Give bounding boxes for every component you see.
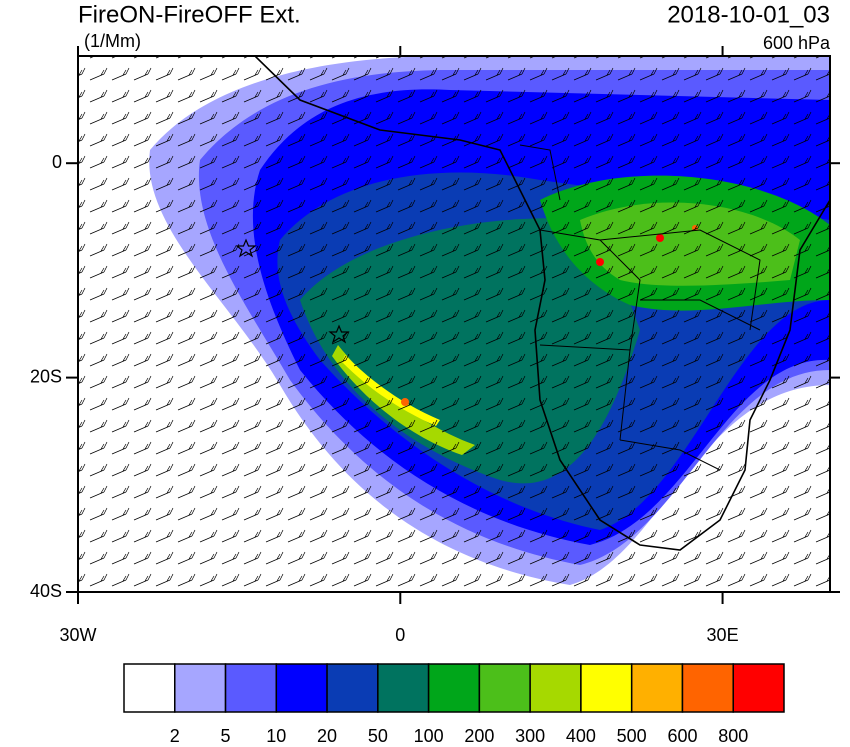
colorbar-label: 20	[317, 726, 337, 746]
colorbar-box	[529, 663, 582, 713]
colorbar-label: 600	[667, 726, 697, 746]
colorbar-box	[681, 663, 734, 713]
y-tick-label: 20S	[30, 366, 62, 386]
colorbar-label: 5	[221, 726, 231, 746]
wind-barbs	[78, 56, 830, 592]
colorbar-box	[326, 663, 379, 713]
colorbar-label: 800	[718, 726, 748, 746]
colorbar-label: 2	[170, 726, 180, 746]
colorbar-box	[123, 663, 176, 713]
borders	[519, 144, 761, 471]
level: 600 hPa	[763, 33, 831, 53]
colorbar-label: 200	[464, 726, 494, 746]
colorbar-label: 300	[515, 726, 545, 746]
colorbar-box	[630, 663, 684, 713]
colorbar-box	[427, 663, 481, 713]
plot-frame	[77, 55, 831, 593]
star-marker	[235, 238, 257, 258]
colorbar-box	[174, 663, 227, 713]
colorbar-box	[377, 663, 430, 713]
colorbar-box	[580, 663, 633, 713]
colorbar-box	[275, 663, 328, 713]
y-tick-label: 0	[52, 152, 62, 172]
colorbar-box	[478, 663, 531, 713]
colorbar-label: 500	[617, 726, 647, 746]
star-marker	[328, 324, 350, 344]
x-tick-label: 0	[395, 625, 405, 645]
datetime: 2018-10-01_03	[667, 1, 830, 28]
x-tick-label: 30E	[707, 625, 739, 645]
colorbar-box	[224, 663, 278, 713]
coastline	[254, 56, 830, 551]
y-tick-label: 40S	[30, 581, 62, 601]
colorbar-label: 100	[414, 726, 444, 746]
colorbar-box	[732, 663, 785, 713]
map-field	[78, 56, 830, 592]
units: (1/Mm)	[84, 31, 141, 51]
colorbar-label: 400	[566, 726, 596, 746]
colorbar-label: 50	[368, 726, 388, 746]
title: FireON-FireOFF Ext.	[78, 1, 301, 28]
colorbar-label: 10	[266, 726, 286, 746]
x-tick-label: 30W	[59, 625, 96, 645]
